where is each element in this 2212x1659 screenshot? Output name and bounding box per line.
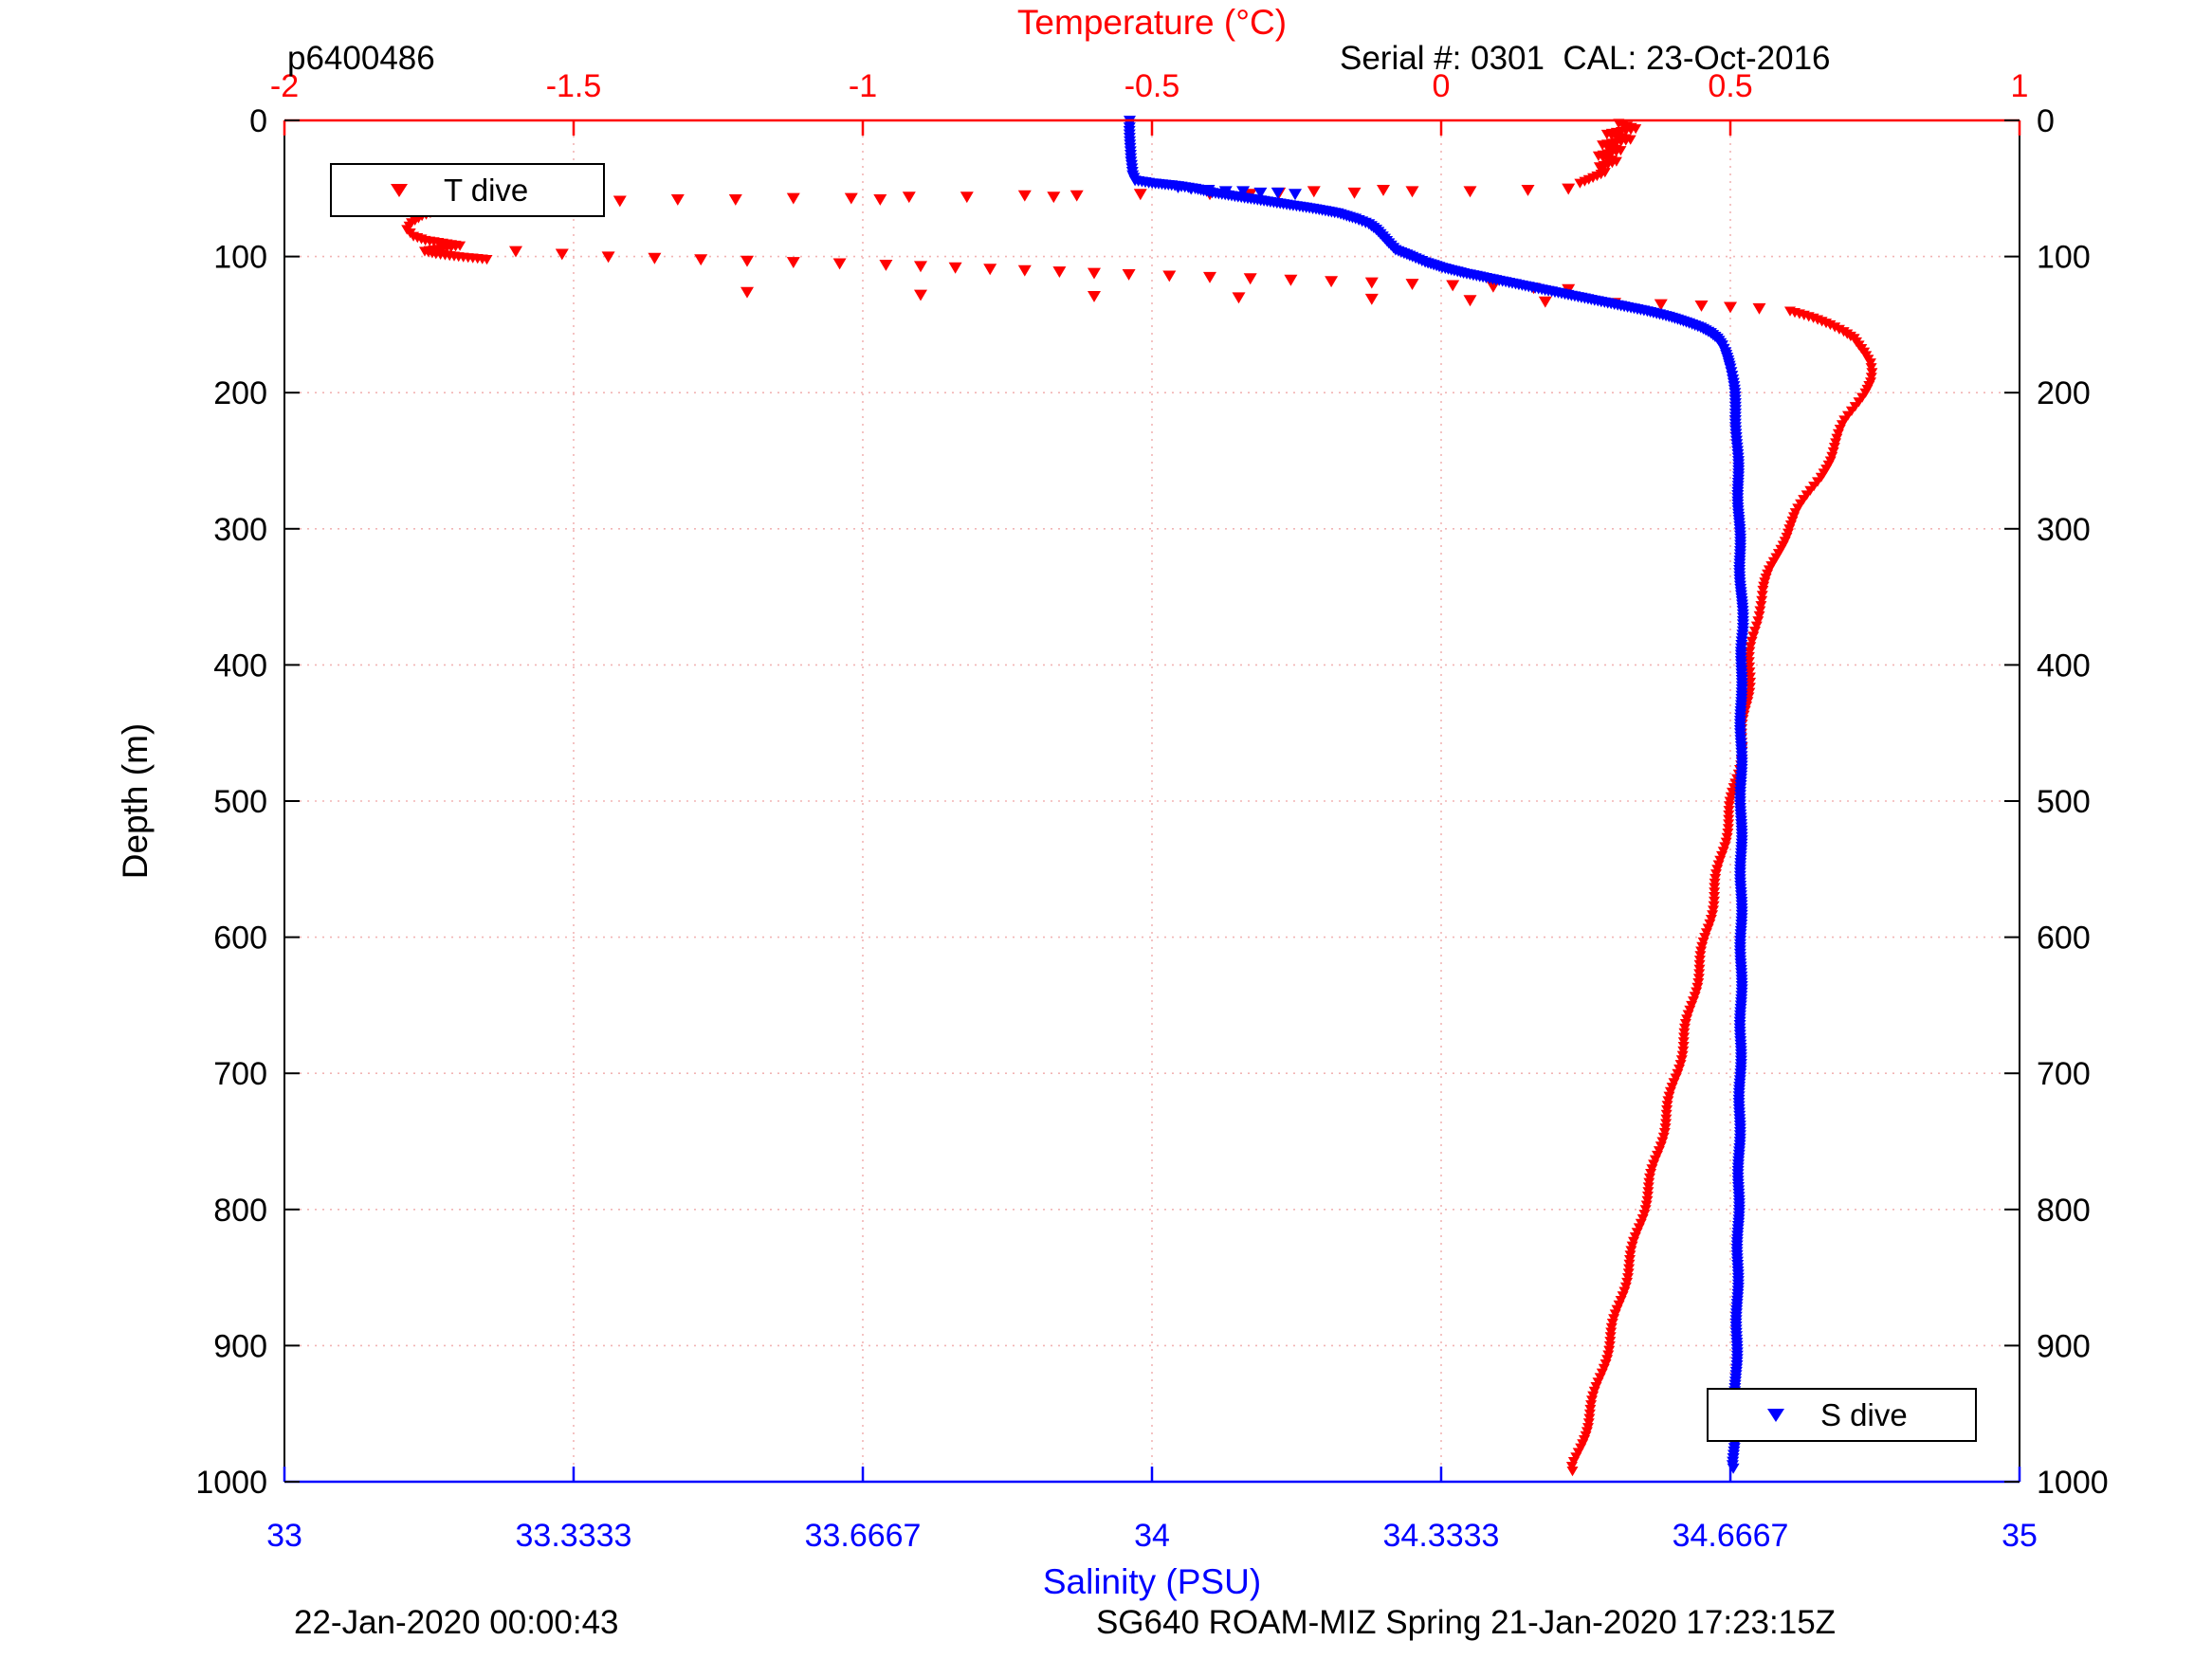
legend-t-dive: T dive	[330, 163, 605, 217]
bottom-tick-label: 34.3333	[1383, 1518, 1500, 1554]
right-tick-label: 900	[2037, 1328, 2091, 1364]
left-tick-label: 0	[249, 103, 267, 139]
grid	[283, 119, 2020, 1483]
left-tick-label: 800	[213, 1193, 267, 1229]
top-tick-label: -0.5	[1124, 68, 1180, 104]
bottom-tick-label: 33.6667	[805, 1518, 922, 1554]
right-tick-label: 600	[2037, 921, 2091, 957]
left-tick-label: 1000	[195, 1465, 267, 1501]
dive-timestamp-label: 22-Jan-2020 00:00:43	[294, 1604, 619, 1641]
right-tick-label: 700	[2037, 1056, 2091, 1092]
top-tick-label: -1.5	[546, 68, 602, 104]
left-tick-label: 200	[213, 375, 267, 411]
left-tick-label: 600	[213, 921, 267, 957]
right-tick-label: 0	[2037, 103, 2055, 139]
right-tick-label: 200	[2037, 375, 2091, 411]
t-dive-marker-icon	[391, 183, 408, 197]
depth-axis-title: Depth (m)	[116, 722, 155, 880]
right-tick-label: 100	[2037, 240, 2091, 276]
top-tick-label: 1	[2011, 68, 2029, 104]
salinity-series	[1123, 116, 1749, 1474]
left-tick-label: 400	[213, 647, 267, 684]
top-tick-label: 0.5	[1708, 68, 1752, 104]
temperature-series	[401, 118, 1878, 1477]
right-tick-label: 400	[2037, 647, 2091, 684]
right-tick-label: 800	[2037, 1193, 2091, 1229]
left-tick-label: 900	[213, 1328, 267, 1364]
top-tick-label: 0	[1433, 68, 1451, 104]
legend-t-dive-label: T dive	[444, 172, 529, 208]
right-tick-label: 1000	[2037, 1465, 2109, 1501]
right-tick-label: 300	[2037, 512, 2091, 548]
bottom-tick-label: 33.3333	[516, 1518, 632, 1554]
bottom-tick-label: 34.6667	[1673, 1518, 1789, 1554]
s-dive-marker-icon	[1767, 1408, 1784, 1422]
salinity-axis-title: Salinity (PSU)	[1042, 1562, 1262, 1601]
bottom-tick-label: 35	[2002, 1518, 2038, 1554]
right-tick-label: 500	[2037, 784, 2091, 820]
top-tick-label: -1	[849, 68, 877, 104]
axis-ticks: -2 -1.5 -1 -0.5 0 0.5 1 33 33.3333 33.6667 34 34.33…	[195, 68, 2108, 1554]
left-tick-label: 500	[213, 784, 267, 820]
top-tick-label: -2	[270, 68, 299, 104]
temperature-axis-title: Temperature (°C)	[1016, 3, 1288, 42]
legend-s-dive: S dive	[1707, 1388, 1977, 1442]
serial-cal-label: Serial #: 0301 CAL: 23-Oct-2016	[1340, 40, 1831, 77]
left-tick-label: 100	[213, 240, 267, 276]
bottom-tick-label: 33	[266, 1518, 302, 1554]
left-tick-label: 300	[213, 512, 267, 548]
mission-title-label: SG640 ROAM-MIZ Spring 21-Jan-2020 17:23:…	[1095, 1604, 1837, 1641]
dive-id-label: p6400486	[287, 40, 435, 77]
left-tick-label: 700	[213, 1056, 267, 1092]
legend-s-dive-label: S dive	[1820, 1396, 1908, 1432]
bottom-tick-label: 34	[1134, 1518, 1170, 1554]
